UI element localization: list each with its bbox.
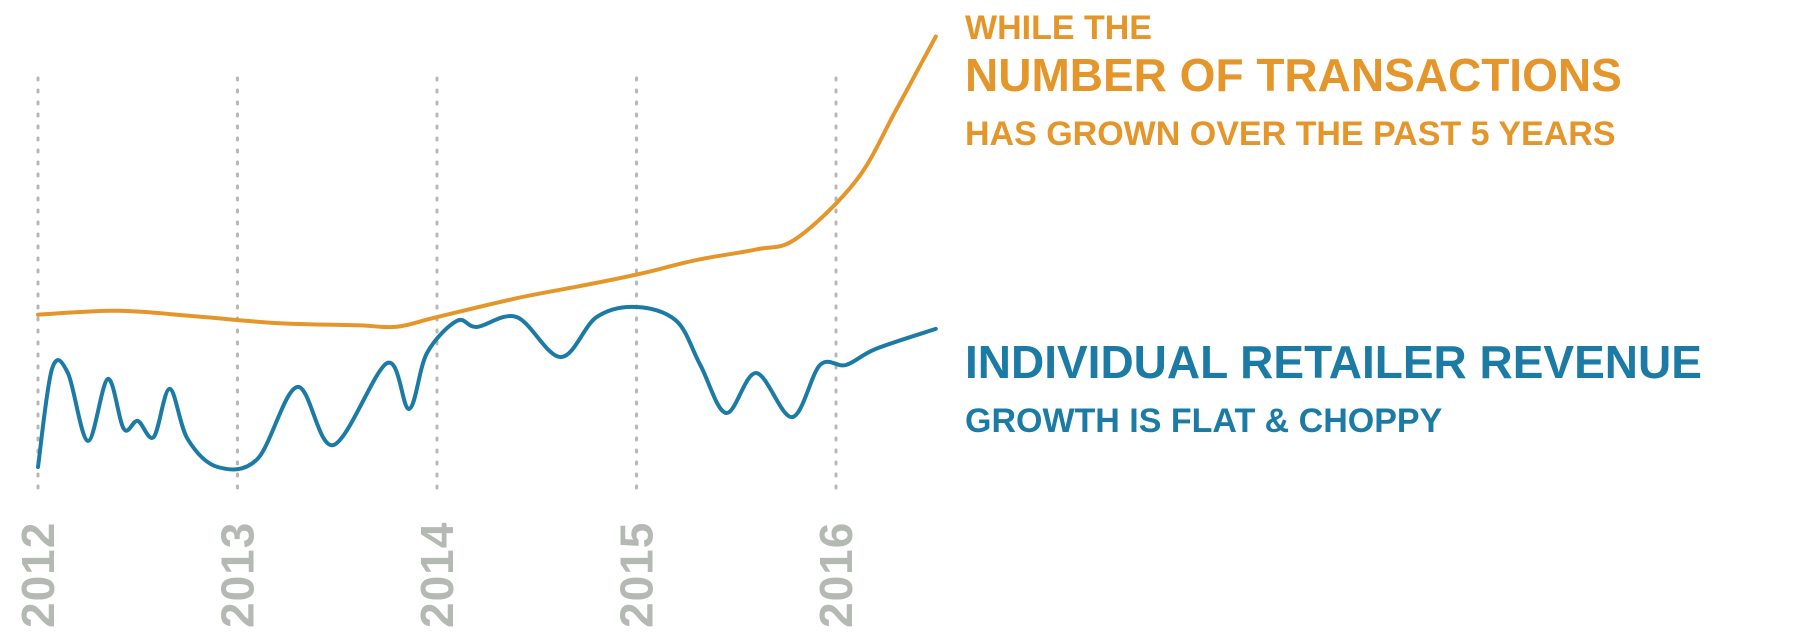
annotation-revenue-line2: GROWTH IS FLAT & CHOPPY [965,402,1443,440]
annotation-transactions: WHILE THE NUMBER OF TRANSACTIONS HAS GRO… [965,9,1622,153]
annotation-revenue-line1: INDIVIDUAL RETAILER REVENUE [965,336,1702,388]
x-tick-label-2013: 2013 [212,522,264,628]
tick-labels: 2012 2013 2014 2015 2016 [12,522,862,628]
series-transactions-line [36,34,938,330]
annotation-revenue: INDIVIDUAL RETAILER REVENUE GROWTH IS FL… [965,336,1702,440]
x-tick-label-2015: 2015 [611,522,663,628]
annotation-transactions-line3: HAS GROWN OVER THE PAST 5 YEARS [965,115,1616,153]
x-tick-label-2014: 2014 [411,522,463,628]
annotation-transactions-line2: NUMBER OF TRANSACTIONS [965,49,1622,101]
series-layer [36,34,938,472]
annotation-transactions-line1: WHILE THE [965,9,1152,47]
series-revenue-line [36,304,938,472]
gridlines [36,76,838,492]
x-tick-label-2012: 2012 [12,522,64,628]
x-tick-label-2016: 2016 [810,522,862,628]
